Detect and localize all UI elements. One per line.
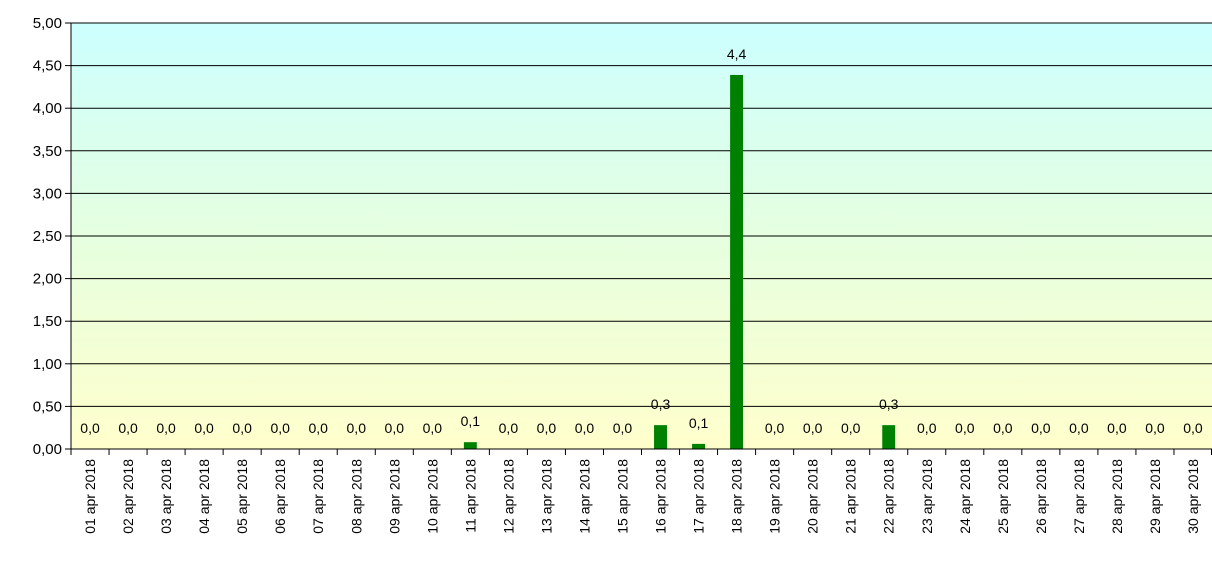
y-tick-label: 1,00 — [33, 356, 62, 373]
bar — [692, 443, 706, 449]
x-tick-labels: 01 apr 2018 02 apr 2018 03 apr 2018 04 apr … — [82, 459, 1201, 534]
data-label: 0,0 — [80, 420, 100, 436]
y-tick-label: 2,50 — [33, 228, 62, 245]
data-label: 0,0 — [1069, 420, 1089, 436]
data-label: 0,0 — [1145, 420, 1165, 436]
x-tick-label: 28 apr 2018 — [1109, 459, 1125, 534]
bar — [463, 442, 477, 449]
x-tick-label: 01 apr 2018 — [82, 459, 98, 534]
x-tick-label: 25 apr 2018 — [995, 459, 1011, 534]
grid-lines — [71, 22, 1212, 407]
x-tick-label: 23 apr 2018 — [919, 459, 935, 534]
data-label: 0,0 — [613, 420, 633, 436]
data-label: 0,3 — [879, 396, 899, 412]
x-tick-label: 14 apr 2018 — [576, 459, 592, 534]
data-label: 0,1 — [689, 415, 709, 431]
x-tick-label: 04 apr 2018 — [196, 459, 212, 534]
y-tick-label: 4,00 — [33, 100, 62, 117]
y-tick-label: 4,50 — [33, 58, 62, 75]
axes — [65, 22, 1212, 455]
bars — [463, 74, 896, 450]
x-tick-label: 27 apr 2018 — [1071, 459, 1087, 534]
data-labels: 0,0 0,0 0,0 0,0 0,0 0,0 0,0 0,0 0,0 0,0 0,1 0,0 0,0 0… — [80, 46, 1203, 436]
y-tick-label: 1,50 — [33, 313, 62, 330]
x-tick-label: 16 apr 2018 — [653, 459, 669, 534]
y-tick-labels: 0,00 0,50 1,00 1,50 2,00 2,50 3,00 3,50 4,00 4,50… — [33, 15, 62, 458]
data-label: 0,0 — [156, 420, 176, 436]
x-tick-label: 05 apr 2018 — [234, 459, 250, 534]
data-label: 0,0 — [537, 420, 557, 436]
x-tick-label: 03 apr 2018 — [158, 459, 174, 534]
data-label: 0,3 — [651, 396, 671, 412]
y-tick-label: 3,50 — [33, 143, 62, 160]
data-label: 0,0 — [1107, 420, 1127, 436]
data-label: 4,4 — [727, 46, 747, 62]
data-label: 0,0 — [1183, 420, 1203, 436]
data-label: 0,0 — [308, 420, 328, 436]
x-tick-label: 15 apr 2018 — [614, 459, 630, 534]
x-tick-label: 26 apr 2018 — [1033, 459, 1049, 534]
x-tick-label: 09 apr 2018 — [386, 459, 402, 534]
x-tick-label: 07 apr 2018 — [310, 459, 326, 534]
x-tick-label: 22 apr 2018 — [881, 459, 897, 534]
y-tick-label: 3,00 — [33, 185, 62, 202]
x-tick-label: 29 apr 2018 — [1147, 459, 1163, 534]
data-label: 0,0 — [385, 420, 405, 436]
data-label: 0,0 — [232, 420, 252, 436]
x-tick-label: 21 apr 2018 — [843, 459, 859, 534]
x-tick-label: 02 apr 2018 — [120, 459, 136, 534]
x-tick-label: 10 apr 2018 — [424, 459, 440, 534]
bar — [730, 74, 744, 450]
data-label: 0,0 — [765, 420, 785, 436]
data-label: 0,1 — [461, 413, 481, 429]
data-label: 0,0 — [993, 420, 1013, 436]
bar — [654, 425, 667, 449]
data-label: 0,0 — [917, 420, 937, 436]
data-label: 0,0 — [194, 420, 214, 436]
y-tick-label: 5,00 — [33, 15, 62, 32]
data-label: 0,0 — [955, 420, 975, 436]
y-tick-label: 0,50 — [33, 398, 62, 415]
x-tick-label: 18 apr 2018 — [729, 459, 745, 534]
data-label: 0,0 — [270, 420, 290, 436]
data-label: 0,0 — [347, 420, 367, 436]
x-tick-label: 30 apr 2018 — [1185, 459, 1201, 534]
x-tick-label: 12 apr 2018 — [500, 459, 516, 534]
data-label: 0,0 — [803, 420, 823, 436]
x-tick-label: 20 apr 2018 — [805, 459, 821, 534]
y-tick-label: 2,00 — [33, 271, 62, 288]
x-tick-label: 06 apr 2018 — [272, 459, 288, 534]
data-label: 0,0 — [423, 420, 443, 436]
x-tick-label: 13 apr 2018 — [538, 459, 554, 534]
x-tick-label: 19 apr 2018 — [767, 459, 783, 534]
data-label: 0,0 — [118, 420, 138, 436]
y-tick-label: 0,00 — [33, 441, 62, 458]
x-tick-label: 08 apr 2018 — [348, 459, 364, 534]
data-label: 0,0 — [1031, 420, 1051, 436]
x-tick-label: 11 apr 2018 — [462, 459, 478, 533]
x-tick-label: 24 apr 2018 — [957, 459, 973, 534]
x-tick-label: 17 apr 2018 — [691, 459, 707, 534]
bar — [882, 425, 896, 449]
data-label: 0,0 — [841, 420, 861, 436]
data-label: 0,0 — [499, 420, 519, 436]
data-label: 0,0 — [575, 420, 595, 436]
